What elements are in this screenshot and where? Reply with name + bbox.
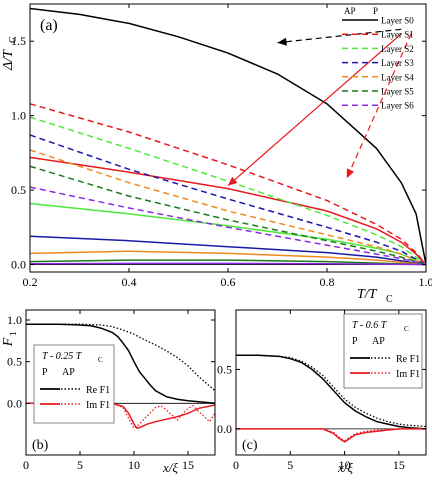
x-tick-label: 0.2 bbox=[23, 275, 38, 289]
legend-label: Im F1 bbox=[396, 369, 420, 380]
plot-frame bbox=[29, 3, 427, 273]
panel-label: (a) bbox=[40, 17, 58, 34]
series-line bbox=[30, 250, 426, 266]
arrow-head bbox=[277, 37, 287, 46]
x-tick-label: 0 bbox=[23, 458, 29, 472]
y-axis-label-sub: C bbox=[8, 36, 19, 43]
y-tick-label: 0.5 bbox=[217, 362, 232, 376]
panel-label: (c) bbox=[242, 438, 258, 453]
series-line bbox=[26, 323, 215, 392]
series-line bbox=[30, 116, 426, 266]
legend-label: Layer S5 bbox=[381, 87, 414, 97]
legend-header-ap: AP bbox=[372, 336, 385, 347]
y-tick-label: 0.0 bbox=[7, 396, 22, 410]
series-line bbox=[30, 202, 426, 266]
x-tick-label: 0 bbox=[233, 458, 239, 472]
legend-label: Re F1 bbox=[86, 385, 110, 396]
legend-label: Layer S1 bbox=[381, 30, 414, 40]
x-tick-label: 5 bbox=[77, 458, 83, 472]
legend-header-p: P bbox=[352, 336, 358, 347]
arrow-head bbox=[228, 176, 238, 186]
x-tick-label: 0.6 bbox=[221, 275, 236, 289]
legend-box bbox=[343, 313, 423, 389]
x-tick-label: 15 bbox=[393, 458, 405, 472]
panel-label: (b) bbox=[32, 438, 49, 453]
y-axis-label: F bbox=[1, 337, 16, 347]
series-line bbox=[30, 165, 426, 266]
legend-title-sub: C bbox=[404, 325, 409, 333]
legend-header-ap: AP bbox=[62, 367, 75, 378]
legend-title-sub: C bbox=[98, 356, 103, 364]
series-line bbox=[236, 354, 426, 428]
y-axis-label-sub: 1 bbox=[8, 332, 18, 337]
arrow-head bbox=[346, 168, 355, 179]
x-tick-label: 15 bbox=[182, 458, 194, 472]
y-tick-label: 1.0 bbox=[11, 109, 26, 123]
series-line bbox=[26, 323, 215, 405]
x-tick-label: 0.8 bbox=[320, 275, 335, 289]
series-line bbox=[30, 134, 426, 266]
y-tick-label: 1.0 bbox=[7, 313, 22, 327]
y-tick-label: 0.5 bbox=[11, 183, 26, 197]
x-axis-label-sub: C bbox=[386, 294, 393, 305]
panel-b: 0 5 10 15 0.0 0.5 1.0 (b) x/ξ F1 T - 0.25 T C P AP Re … bbox=[1, 309, 216, 475]
series-line bbox=[30, 156, 426, 266]
series-line bbox=[30, 149, 426, 266]
y-axis-label: Δ/T bbox=[1, 49, 16, 71]
x-tick-label: 1.0 bbox=[419, 275, 432, 289]
series-line bbox=[30, 103, 426, 266]
legend-title: T - 0.25 T bbox=[42, 351, 83, 362]
panel-a: 0.2 0.4 0.6 0.8 1.0 0.0 0.5 1.0 1.5 (a) Δ/T C T/T C AP… bbox=[1, 3, 432, 305]
legend-label: Re F1 bbox=[396, 354, 420, 365]
legend-label: Layer S0 bbox=[381, 16, 414, 26]
legend-header-p: P bbox=[373, 6, 378, 16]
legend: T - 0.25 T C P AP Re F1 Im F1 bbox=[33, 344, 115, 424]
arrow-line bbox=[277, 28, 402, 44]
series-line bbox=[26, 402, 215, 430]
y-tick-label: 0.5 bbox=[7, 355, 22, 369]
series-line bbox=[30, 259, 426, 266]
y-tick-label: 0.0 bbox=[11, 258, 26, 272]
x-tick-label: 5 bbox=[287, 458, 293, 472]
series-line bbox=[30, 262, 426, 266]
series-line bbox=[26, 402, 215, 430]
legend-label: Layer S4 bbox=[381, 72, 414, 82]
y-axis-label-group: F1 bbox=[1, 332, 18, 348]
y-tick-label: 0.0 bbox=[217, 422, 232, 436]
series-line bbox=[30, 7, 426, 265]
legend-label: Layer S2 bbox=[381, 44, 414, 54]
x-tick-label: 0.4 bbox=[122, 275, 137, 289]
legend-box bbox=[33, 344, 115, 424]
legend-label: Layer S6 bbox=[381, 101, 414, 111]
y-tick-label: 1.5 bbox=[11, 34, 26, 48]
x-axis-label: x/ξ bbox=[162, 460, 178, 475]
y-axis-label-group: Δ/T C bbox=[1, 36, 19, 71]
series-line bbox=[30, 235, 426, 266]
x-axis-label: T/T bbox=[357, 287, 378, 302]
x-tick-label: 10 bbox=[339, 458, 351, 472]
legend-header-ap: AP bbox=[344, 6, 356, 16]
x-axis-label: x/ξ bbox=[337, 460, 353, 475]
legend-label: Layer S3 bbox=[381, 58, 414, 68]
legend-title: T - 0.6 T bbox=[352, 320, 388, 331]
panel-c: 0 5 10 15 0.0 0.5 (c) x/ξ T - 0.6 T C P AP Re F1 Im F… bbox=[217, 309, 427, 475]
plot-frame bbox=[25, 309, 216, 456]
series-line bbox=[236, 428, 426, 442]
series-line bbox=[30, 186, 426, 266]
arrow-line bbox=[346, 33, 412, 179]
arrow-line bbox=[227, 33, 402, 187]
series-line bbox=[236, 354, 426, 430]
x-tick-label: 10 bbox=[128, 458, 140, 472]
legend: T - 0.6 T C P AP Re F1 Im F1 bbox=[343, 313, 423, 389]
legend-label: Im F1 bbox=[86, 400, 110, 411]
plot-frame bbox=[235, 309, 427, 456]
legend-header-p: P bbox=[42, 367, 48, 378]
